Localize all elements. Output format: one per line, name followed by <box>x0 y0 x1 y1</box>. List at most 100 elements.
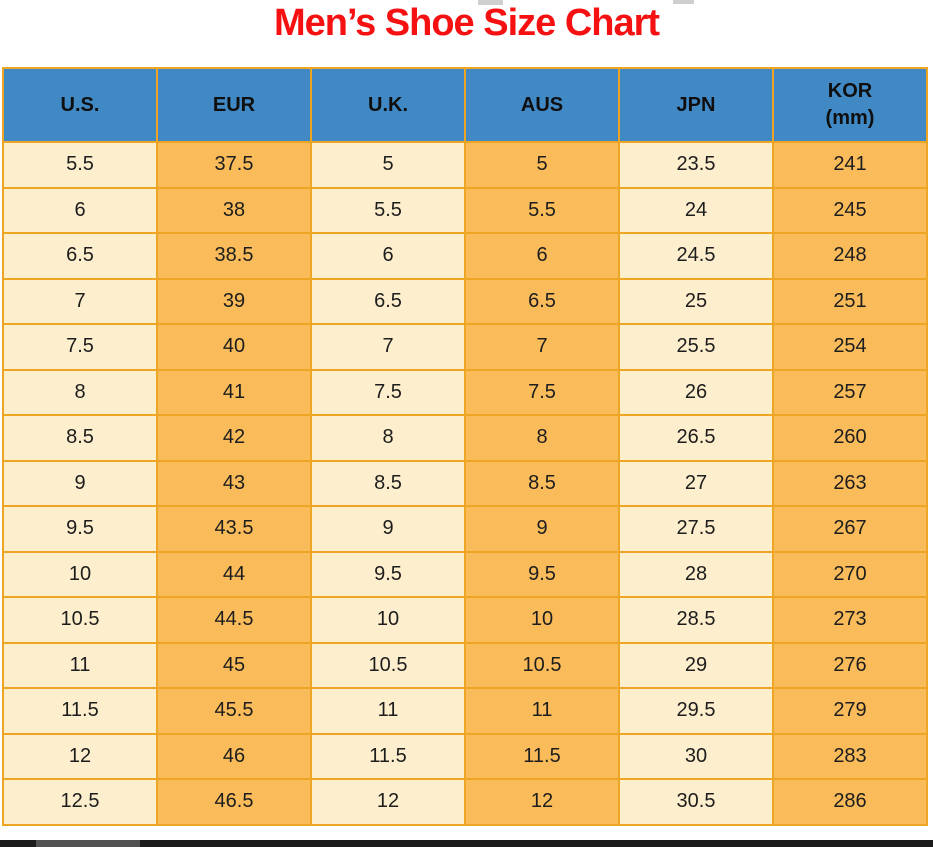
table-cell: 11.5 <box>310 732 466 780</box>
table-cell: 267 <box>772 505 928 553</box>
table-cell: 245 <box>772 186 928 234</box>
table-cell: 9.5 <box>2 505 158 553</box>
table-cell: 6.5 <box>2 232 158 280</box>
column-header-kor: KOR (mm) <box>772 67 928 143</box>
table-cell: 7 <box>310 323 466 371</box>
shoe-size-table: U.S. EUR U.K. AUS JPN KOR (mm) <box>2 67 928 826</box>
table-cell: 6 <box>464 232 620 280</box>
top-crop-artifact <box>478 0 503 5</box>
table-cell: 43.5 <box>156 505 312 553</box>
table-cell: 251 <box>772 277 928 325</box>
table-cell: 44.5 <box>156 596 312 644</box>
table-cell: 44 <box>156 550 312 598</box>
table-cell: 286 <box>772 778 928 826</box>
table-row: 12.5 46.5 12 12 30.5 286 <box>2 778 928 826</box>
column-header-aus: AUS <box>464 67 620 143</box>
column-header-us: U.S. <box>2 67 158 143</box>
table-row: 8 41 7.5 7.5 26 257 <box>2 368 928 416</box>
table-cell: 9 <box>310 505 466 553</box>
table-row: 11 45 10.5 10.5 29 276 <box>2 641 928 689</box>
table-cell: 7.5 <box>464 368 620 416</box>
table-cell: 7 <box>464 323 620 371</box>
table-row: 6 38 5.5 5.5 24 245 <box>2 186 928 234</box>
table-cell: 283 <box>772 732 928 780</box>
table-row: 12 46 11.5 11.5 30 283 <box>2 732 928 780</box>
column-header-eur: EUR <box>156 67 312 143</box>
table-cell: 29.5 <box>618 687 774 735</box>
table-cell: 10 <box>310 596 466 644</box>
table-cell: 12 <box>2 732 158 780</box>
table-cell: 46 <box>156 732 312 780</box>
table-cell: 9.5 <box>310 550 466 598</box>
table-cell: 5 <box>310 141 466 189</box>
table-cell: 270 <box>772 550 928 598</box>
table-cell: 12.5 <box>2 778 158 826</box>
table-cell: 10 <box>2 550 158 598</box>
table-cell: 6 <box>310 232 466 280</box>
table-cell: 6.5 <box>310 277 466 325</box>
page-title: Men’s Shoe Size Chart <box>273 2 660 44</box>
table-cell: 276 <box>772 641 928 689</box>
table-cell: 10 <box>464 596 620 644</box>
table-cell: 5.5 <box>2 141 158 189</box>
table-cell: 46.5 <box>156 778 312 826</box>
table-cell: 8.5 <box>310 459 466 507</box>
column-header-label: U.K. <box>368 93 408 116</box>
table-cell: 38.5 <box>156 232 312 280</box>
table-cell: 11.5 <box>464 732 620 780</box>
table-cell: 10.5 <box>2 596 158 644</box>
table-cell: 43 <box>156 459 312 507</box>
table-cell: 8 <box>2 368 158 416</box>
table-cell: 241 <box>772 141 928 189</box>
table-cell: 260 <box>772 414 928 462</box>
table-cell: 273 <box>772 596 928 644</box>
table-row: 11.5 45.5 11 11 29.5 279 <box>2 687 928 735</box>
table-cell: 24.5 <box>618 232 774 280</box>
table-cell: 42 <box>156 414 312 462</box>
table-row: 6.5 38.5 6 6 24.5 248 <box>2 232 928 280</box>
table-cell: 27 <box>618 459 774 507</box>
table-cell: 248 <box>772 232 928 280</box>
column-header-label: KOR <box>827 80 873 102</box>
table-cell: 28 <box>618 550 774 598</box>
table-cell: 12 <box>310 778 466 826</box>
table-cell: 8 <box>464 414 620 462</box>
table-cell: 26 <box>618 368 774 416</box>
table-cell: 11 <box>2 641 158 689</box>
table-row: 5.5 37.5 5 5 23.5 241 <box>2 141 928 189</box>
table-cell: 25 <box>618 277 774 325</box>
bottom-edge-bar-segment <box>36 840 140 847</box>
table-cell: 8.5 <box>464 459 620 507</box>
table-cell: 45 <box>156 641 312 689</box>
bottom-edge-bar <box>0 840 933 847</box>
table-row: 8.5 42 8 8 26.5 260 <box>2 414 928 462</box>
table-cell: 37.5 <box>156 141 312 189</box>
table-cell: 30.5 <box>618 778 774 826</box>
column-header-jpn: JPN <box>618 67 774 143</box>
table-cell: 279 <box>772 687 928 735</box>
column-header-sublabel: (mm) <box>825 107 875 129</box>
table-header: U.S. EUR U.K. AUS JPN KOR (mm) <box>2 67 928 143</box>
table-cell: 9.5 <box>464 550 620 598</box>
column-header-uk: U.K. <box>310 67 466 143</box>
column-header-label: JPN <box>676 93 716 116</box>
table-cell: 28.5 <box>618 596 774 644</box>
table-cell: 7.5 <box>2 323 158 371</box>
table-cell: 11.5 <box>2 687 158 735</box>
table-cell: 7 <box>2 277 158 325</box>
table-cell: 5.5 <box>310 186 466 234</box>
table-cell: 6.5 <box>464 277 620 325</box>
table-cell: 39 <box>156 277 312 325</box>
table-cell: 11 <box>310 687 466 735</box>
table-cell: 41 <box>156 368 312 416</box>
table-row: 7.5 40 7 7 25.5 254 <box>2 323 928 371</box>
table-cell: 23.5 <box>618 141 774 189</box>
table-cell: 26.5 <box>618 414 774 462</box>
table-row: 10 44 9.5 9.5 28 270 <box>2 550 928 598</box>
table-cell: 254 <box>772 323 928 371</box>
column-header-label: U.S. <box>60 93 100 116</box>
table-cell: 9 <box>2 459 158 507</box>
table-header-row: U.S. EUR U.K. AUS JPN KOR (mm) <box>2 67 928 143</box>
table-cell: 10.5 <box>464 641 620 689</box>
